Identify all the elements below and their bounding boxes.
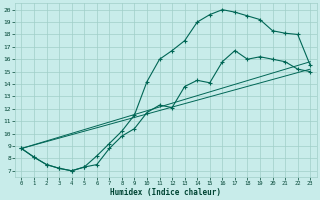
X-axis label: Humidex (Indice chaleur): Humidex (Indice chaleur) [110,188,221,197]
